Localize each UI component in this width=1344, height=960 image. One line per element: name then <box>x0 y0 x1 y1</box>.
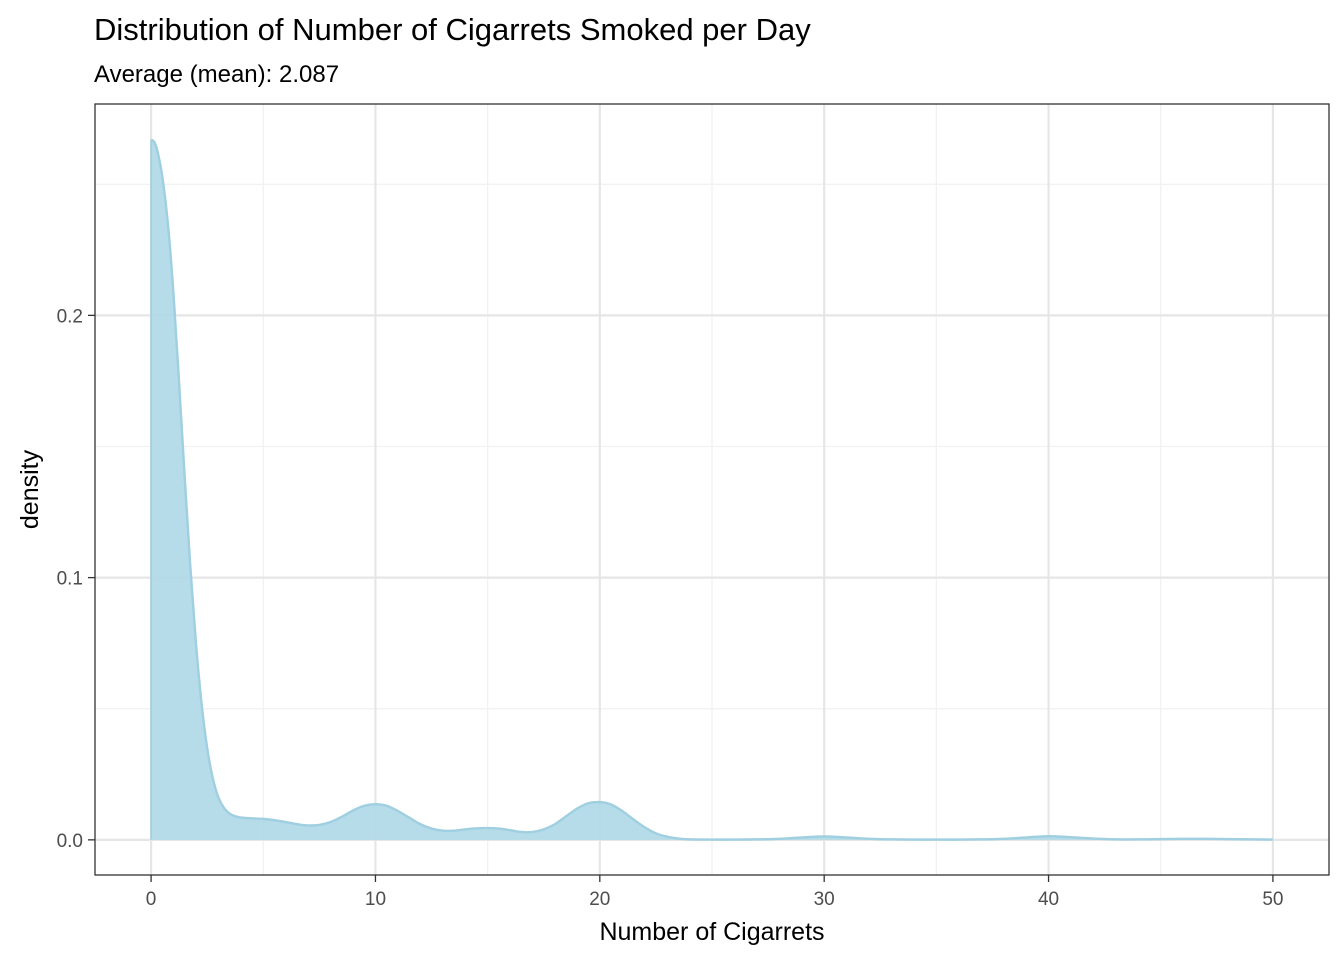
x-tick-label: 20 <box>589 889 610 910</box>
density-area-layer <box>150 138 1273 841</box>
x-tick-label: 50 <box>1262 889 1283 910</box>
plot-panel-border <box>94 103 1330 876</box>
density-curve-line <box>150 138 1273 841</box>
chart-subtitle: Average (mean): 2.087 <box>94 61 339 88</box>
y-tick-label: 0.0 <box>57 831 83 852</box>
x-tick-label: 40 <box>1038 889 1059 910</box>
chart-title: Distribution of Number of Cigarrets Smok… <box>94 12 811 47</box>
y-axis-title: density <box>16 449 44 529</box>
x-tick-label: 0 <box>146 889 157 910</box>
x-tick-label: 10 <box>365 889 386 910</box>
x-axis: 0 10 20 30 40 50 <box>146 875 1283 910</box>
y-axis: 0.0 0.1 0.2 <box>57 306 95 852</box>
minor-gridlines <box>95 104 1329 875</box>
y-tick-label: 0.2 <box>57 306 83 327</box>
y-tick-label: 0.1 <box>57 569 83 590</box>
x-tick-label: 30 <box>814 889 835 910</box>
x-axis-title: Number of Cigarrets <box>599 918 824 946</box>
